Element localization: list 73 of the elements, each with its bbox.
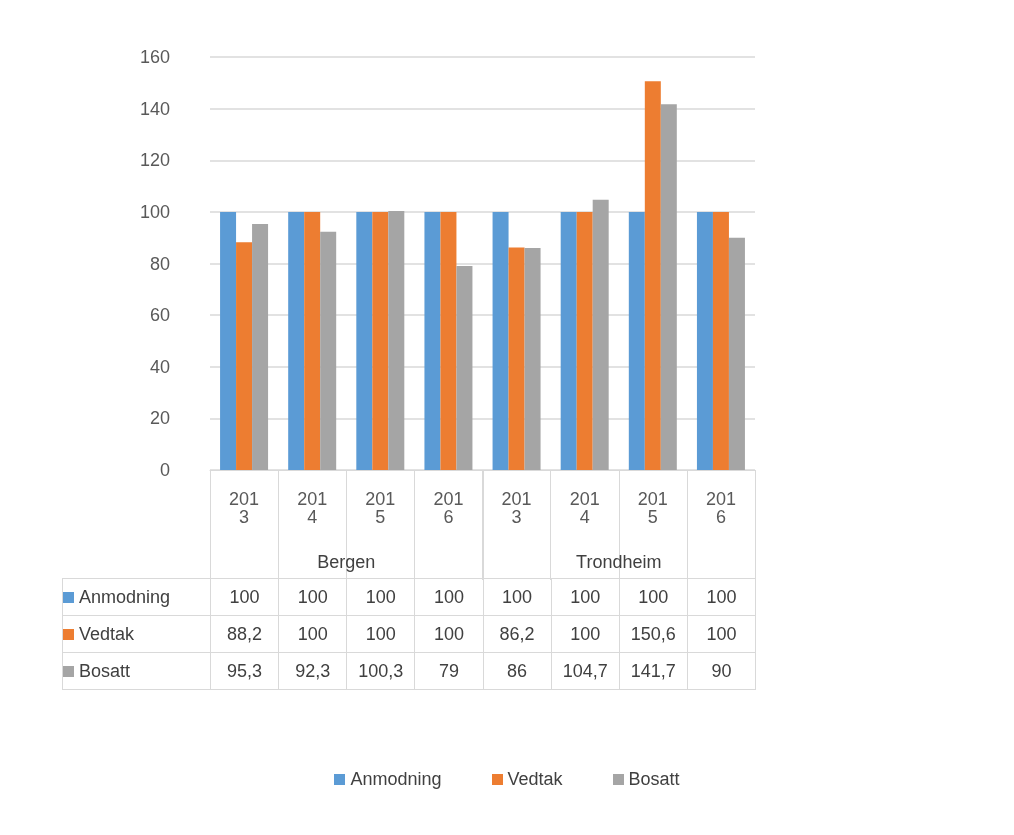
bar	[592, 199, 609, 470]
bar	[356, 211, 373, 470]
data-label: 141,7	[618, 652, 688, 690]
data-label: 100	[686, 615, 756, 653]
text: Bergen	[316, 550, 377, 574]
legend-label: Bosatt	[79, 660, 131, 682]
data-label: 95,3	[210, 652, 280, 690]
data-label: 100	[482, 578, 552, 616]
text: Anmodning	[350, 769, 442, 789]
y-tick-label: 160	[139, 47, 170, 67]
bar	[304, 211, 321, 470]
data-label: 100	[414, 615, 484, 653]
data-label: 100	[278, 615, 348, 653]
bar	[252, 224, 269, 470]
data-label: 79	[414, 652, 484, 690]
x-tick-label: 2013	[501, 489, 532, 527]
data-label: 100,3	[346, 652, 416, 690]
bar	[320, 231, 337, 470]
bar	[492, 211, 509, 470]
y-tick-label: 40	[149, 356, 170, 377]
data-label: 92,3	[278, 652, 348, 690]
text: Trondheim	[575, 550, 663, 574]
data-label: 100	[346, 615, 416, 653]
data-label: 100	[550, 578, 620, 616]
data-label: 100	[278, 578, 348, 616]
bar	[372, 211, 389, 470]
bar	[424, 211, 441, 470]
x-tick-label: 2016	[433, 489, 464, 527]
data-label: 100	[210, 578, 280, 616]
data-label: 104,7	[550, 652, 620, 690]
data-label: 100	[550, 615, 620, 653]
data-label: 90	[686, 652, 756, 690]
data-label: 100	[414, 578, 484, 616]
y-tick-label: 60	[149, 305, 170, 326]
bar	[712, 211, 729, 470]
x-tick-label: 2014	[297, 489, 328, 527]
text: Bosatt	[628, 769, 680, 789]
data-label: 86	[482, 652, 552, 690]
y-tick-label: 80	[149, 253, 170, 274]
x-tick-label: 2015	[637, 489, 668, 527]
bar	[644, 81, 661, 470]
bar	[388, 211, 405, 470]
x-tick-label: 2015	[365, 489, 396, 527]
data-label: 86,2	[482, 615, 552, 653]
bar	[560, 211, 577, 470]
bar	[576, 211, 593, 470]
y-tick-label: 100	[139, 201, 170, 222]
bar	[440, 211, 457, 470]
data-label: 88,2	[210, 615, 280, 653]
y-tick-label: 120	[139, 150, 170, 171]
x-tick-label: 2016	[705, 489, 736, 527]
data-label: 150,6	[618, 615, 688, 653]
y-tick-label: 20	[149, 408, 170, 429]
bar	[236, 242, 253, 470]
x-tick-label: 2013	[229, 489, 260, 527]
y-tick-label: 0	[159, 460, 170, 480]
bar	[508, 247, 525, 470]
y-tick-label: 140	[139, 98, 170, 119]
bar	[728, 237, 745, 470]
bar	[524, 248, 541, 470]
bar	[628, 211, 645, 470]
legend-label: Anmodning	[79, 586, 171, 608]
bar	[456, 266, 473, 470]
bar	[696, 211, 713, 470]
bar	[220, 211, 237, 470]
legend-label: Vedtak	[79, 623, 135, 645]
data-label: 100	[618, 578, 688, 616]
bar	[288, 211, 305, 470]
text: Vedtak	[507, 769, 563, 789]
data-label: 100	[346, 578, 416, 616]
bar	[660, 104, 677, 470]
data-label: 100	[686, 578, 756, 616]
x-tick-label: 2014	[569, 489, 600, 527]
